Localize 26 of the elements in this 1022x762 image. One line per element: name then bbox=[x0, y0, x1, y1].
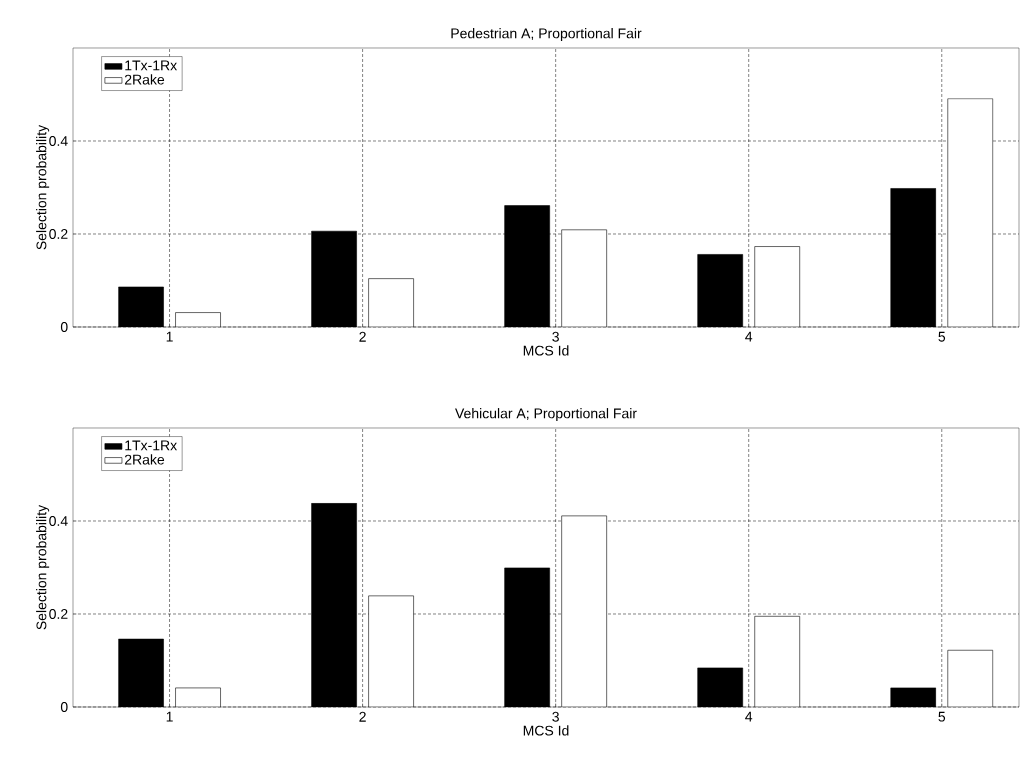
x-tick-label: 2 bbox=[359, 711, 366, 722]
x-tick-label: 3 bbox=[552, 711, 559, 722]
y-tick-label: 0.2 bbox=[49, 609, 68, 619]
legend-label: 2Rake bbox=[124, 454, 165, 465]
x-axis-title: MCS Id bbox=[523, 725, 569, 736]
x-tick-label: 1 bbox=[166, 711, 173, 722]
y-axis-title: Selection probability bbox=[36, 504, 50, 630]
chart-title: Pedestrian A; Proportional Fair bbox=[451, 28, 642, 42]
y-tick-label: 0 bbox=[60, 702, 68, 712]
chart-title: Vehicular A; Proportional Fair bbox=[455, 408, 637, 422]
y-axis-title: Selection probability bbox=[36, 124, 50, 250]
x-tick-label: 5 bbox=[938, 711, 946, 722]
x-tick-label: 3 bbox=[552, 331, 559, 342]
y-tick-label: 0.2 bbox=[49, 229, 68, 239]
x-tick-label: 4 bbox=[745, 711, 753, 722]
y-tick-label: 0 bbox=[60, 322, 68, 332]
x-tick-label: 1 bbox=[166, 331, 173, 342]
x-tick-label: 2 bbox=[359, 331, 366, 342]
x-axis-title: MCS Id bbox=[523, 345, 569, 356]
x-tick-label: 5 bbox=[938, 331, 946, 342]
legend-label: 2Rake bbox=[124, 74, 165, 85]
legend-label: 1Tx-1Rx bbox=[125, 440, 177, 451]
y-tick-label: 0.4 bbox=[49, 516, 68, 526]
x-tick-label: 4 bbox=[745, 331, 753, 342]
legend-label: 1Tx-1Rx bbox=[125, 60, 177, 71]
y-tick-label: 0.4 bbox=[49, 136, 68, 146]
